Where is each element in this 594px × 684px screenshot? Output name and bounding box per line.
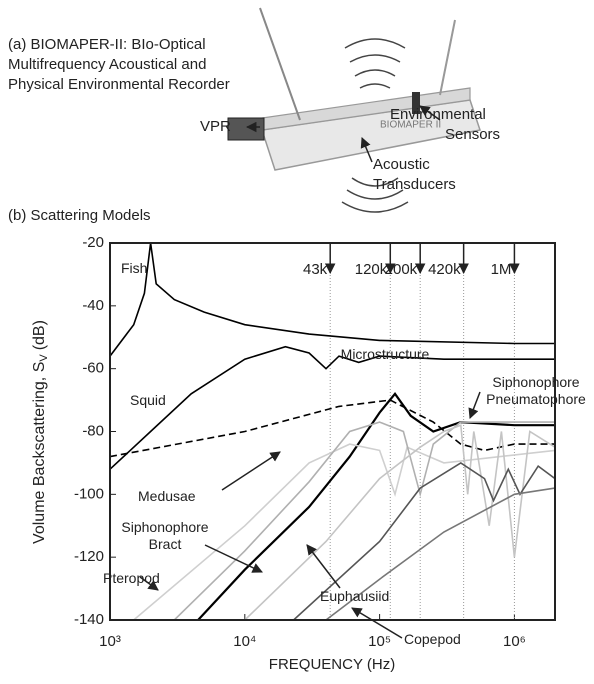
series-line bbox=[110, 399, 555, 458]
transducers-label: Acoustic bbox=[373, 156, 430, 173]
series-label: Microstructure bbox=[340, 346, 430, 362]
plot-frame bbox=[109, 242, 556, 621]
series-label: Pteropod bbox=[103, 570, 160, 586]
transducers-label: Transducers bbox=[373, 176, 456, 193]
series-label: Copepod bbox=[404, 631, 461, 647]
series-label: Squid bbox=[130, 392, 166, 408]
caption-line: Multifrequency Acoustical and bbox=[8, 56, 206, 73]
label-pointer bbox=[221, 451, 281, 491]
y-axis-label-unit: (dB) bbox=[31, 320, 48, 350]
series-line bbox=[293, 461, 555, 620]
vpr-device bbox=[227, 117, 265, 141]
x-tick-label: 10³ bbox=[99, 633, 121, 650]
series-label: Siphonophore Bract bbox=[121, 519, 209, 552]
y-tick-label: -120 bbox=[74, 548, 104, 565]
y-tick-label: -140 bbox=[74, 611, 104, 628]
sensors-label: Environmental bbox=[390, 106, 486, 123]
label-pointer bbox=[468, 391, 481, 419]
x-tick-label: 10⁴ bbox=[233, 633, 256, 650]
illustration: (a) BIOMAPER-II: BIo-Optical Multifreque… bbox=[8, 7, 500, 213]
y-tick-label: -40 bbox=[82, 297, 104, 314]
series-line bbox=[110, 243, 555, 357]
x-axis-label: FREQUENCY (Hz) bbox=[269, 656, 395, 673]
sensors-label: Sensors bbox=[445, 126, 500, 143]
marker-label: 120k bbox=[355, 261, 388, 278]
series-line bbox=[197, 391, 555, 620]
y-axis-label-sub: V bbox=[38, 354, 50, 362]
marker-label: 1M bbox=[491, 261, 512, 278]
label-pointer bbox=[306, 544, 341, 589]
series-label: Euphausiid bbox=[320, 588, 390, 604]
y-tick-label: -100 bbox=[74, 485, 104, 502]
y-axis-label: Volume Backscattering, SV (dB) bbox=[31, 320, 50, 544]
pointer bbox=[419, 105, 441, 121]
marker-label: 43k bbox=[303, 261, 328, 278]
fin bbox=[439, 19, 456, 96]
series-line bbox=[110, 345, 555, 470]
x-tick-label: 10⁵ bbox=[368, 633, 391, 650]
series-label: Fish bbox=[121, 260, 148, 276]
y-axis-label-text: Volume Backscattering, S bbox=[31, 362, 48, 544]
series-line bbox=[244, 424, 555, 620]
y-tick-label: -80 bbox=[82, 422, 104, 439]
series-line bbox=[173, 421, 555, 620]
marker-label: 200k bbox=[385, 261, 418, 278]
sensor-device bbox=[412, 92, 420, 114]
sound-arcs bbox=[341, 38, 409, 213]
label-pointer bbox=[139, 576, 159, 591]
series-label: Siphonophore Pneumatophore bbox=[486, 374, 586, 407]
marker-label: 420k bbox=[428, 261, 461, 278]
x-tick-label: 10⁶ bbox=[503, 633, 526, 650]
chart-title: (b) Scattering Models bbox=[8, 207, 151, 224]
caption-line: (a) BIOMAPER-II: BIo-Optical bbox=[8, 36, 206, 53]
series-label: Medusae bbox=[138, 488, 196, 504]
vehicle-label: BIOMAPER II bbox=[380, 120, 441, 131]
series-line bbox=[325, 487, 555, 620]
pointer bbox=[360, 137, 373, 163]
label-pointer bbox=[204, 544, 263, 573]
label-pointer bbox=[351, 607, 403, 639]
caption-line: Physical Environmental Recorder bbox=[8, 76, 230, 93]
y-tick-label: -60 bbox=[82, 360, 104, 377]
y-tick-label: -20 bbox=[82, 234, 104, 251]
series-line bbox=[133, 443, 555, 620]
vpr-label: VPR bbox=[200, 118, 231, 135]
tow-cable bbox=[259, 7, 301, 121]
